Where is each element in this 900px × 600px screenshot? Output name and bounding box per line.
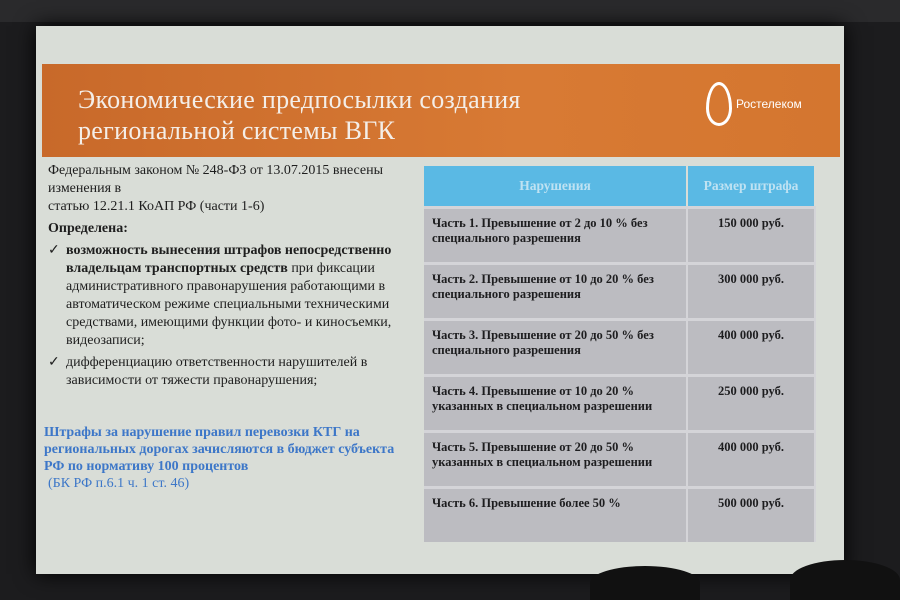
table-row: Часть 3. Превышение от 20 до 50 % без сп… [424,318,816,376]
fines-note: Штрафы за нарушение правил перевозки КТГ… [44,424,404,492]
fines-note-text: Штрафы за нарушение правил перевозки КТГ… [44,425,395,474]
violation-cell: Часть 1. Превышение от 2 до 10 % без спе… [424,206,688,264]
violation-cell: Часть 2. Превышение от 10 до 20 % без сп… [424,262,688,320]
bullet-text: дифференциацию ответственности нарушител… [66,355,368,388]
fine-amount-cell: 300 000 руб. [687,262,816,320]
slide-title: Экономические предпосылки создания регио… [78,85,521,145]
table-row: Часть 5. Превышение от 20 до 50 % указан… [424,430,816,488]
rostelecom-logo: Ростелеком [706,82,802,126]
column-header-fine: Размер штрафа [687,166,816,208]
fines-table: Нарушения Размер штрафа Часть 1. Превыше… [424,166,816,542]
intro-line-1: Федеральным законом № 248-ФЗ от 13.07.20… [48,163,384,196]
table-row: Часть 4. Превышение от 10 до 20 % указан… [424,374,816,432]
bullet-text: при фиксации административного правонару… [66,261,392,348]
intro-line-2: статью 12.21.1 КоАП РФ (части 1-6) [48,199,265,214]
violation-cell: Часть 4. Превышение от 10 до 20 % указан… [424,374,688,432]
bullet-bold-text: возможность вынесения штрафов непосредст… [66,243,392,276]
audience-head [590,566,700,600]
table-header-row: Нарушения Размер штрафа [424,166,816,208]
bullet-item: ✓ дифференциацию ответственности нарушит… [48,354,423,390]
bullet-item: ✓ возможность вынесения штрафов непосред… [48,242,423,350]
table-row: Часть 6. Превышение более 50 % 500 000 ру… [424,486,816,542]
logo-text: Ростелеком [736,97,802,111]
violation-cell: Часть 5. Превышение от 20 до 50 % указан… [424,430,688,488]
projection-screen: Экономические предпосылки создания регио… [36,26,844,574]
checkmark-icon: ✓ [48,355,60,370]
checkmark-icon: ✓ [48,243,60,258]
fine-amount-cell: 250 000 руб. [687,374,816,432]
left-text-block: Федеральным законом № 248-ФЗ от 13.07.20… [48,162,423,390]
table-row: Часть 1. Превышение от 2 до 10 % без спе… [424,206,816,264]
slide-header: Экономические предпосылки создания регио… [42,64,840,157]
audience-head [790,560,900,600]
violation-cell: Часть 3. Превышение от 20 до 50 % без сп… [424,318,688,376]
violation-cell: Часть 6. Превышение более 50 % [424,486,688,542]
fine-amount-cell: 500 000 руб. [687,486,816,542]
fine-amount-cell: 400 000 руб. [687,318,816,376]
fines-note-reference: (БК РФ п.6.1 ч. 1 ст. 46) [48,476,190,491]
defined-heading: Определена: [48,221,128,236]
logo-mark-icon [706,82,732,126]
fine-amount-cell: 150 000 руб. [687,206,816,264]
fine-amount-cell: 400 000 руб. [687,430,816,488]
room-ceiling [0,0,900,22]
table-row: Часть 2. Превышение от 10 до 20 % без сп… [424,262,816,320]
column-header-violations: Нарушения [424,166,688,208]
